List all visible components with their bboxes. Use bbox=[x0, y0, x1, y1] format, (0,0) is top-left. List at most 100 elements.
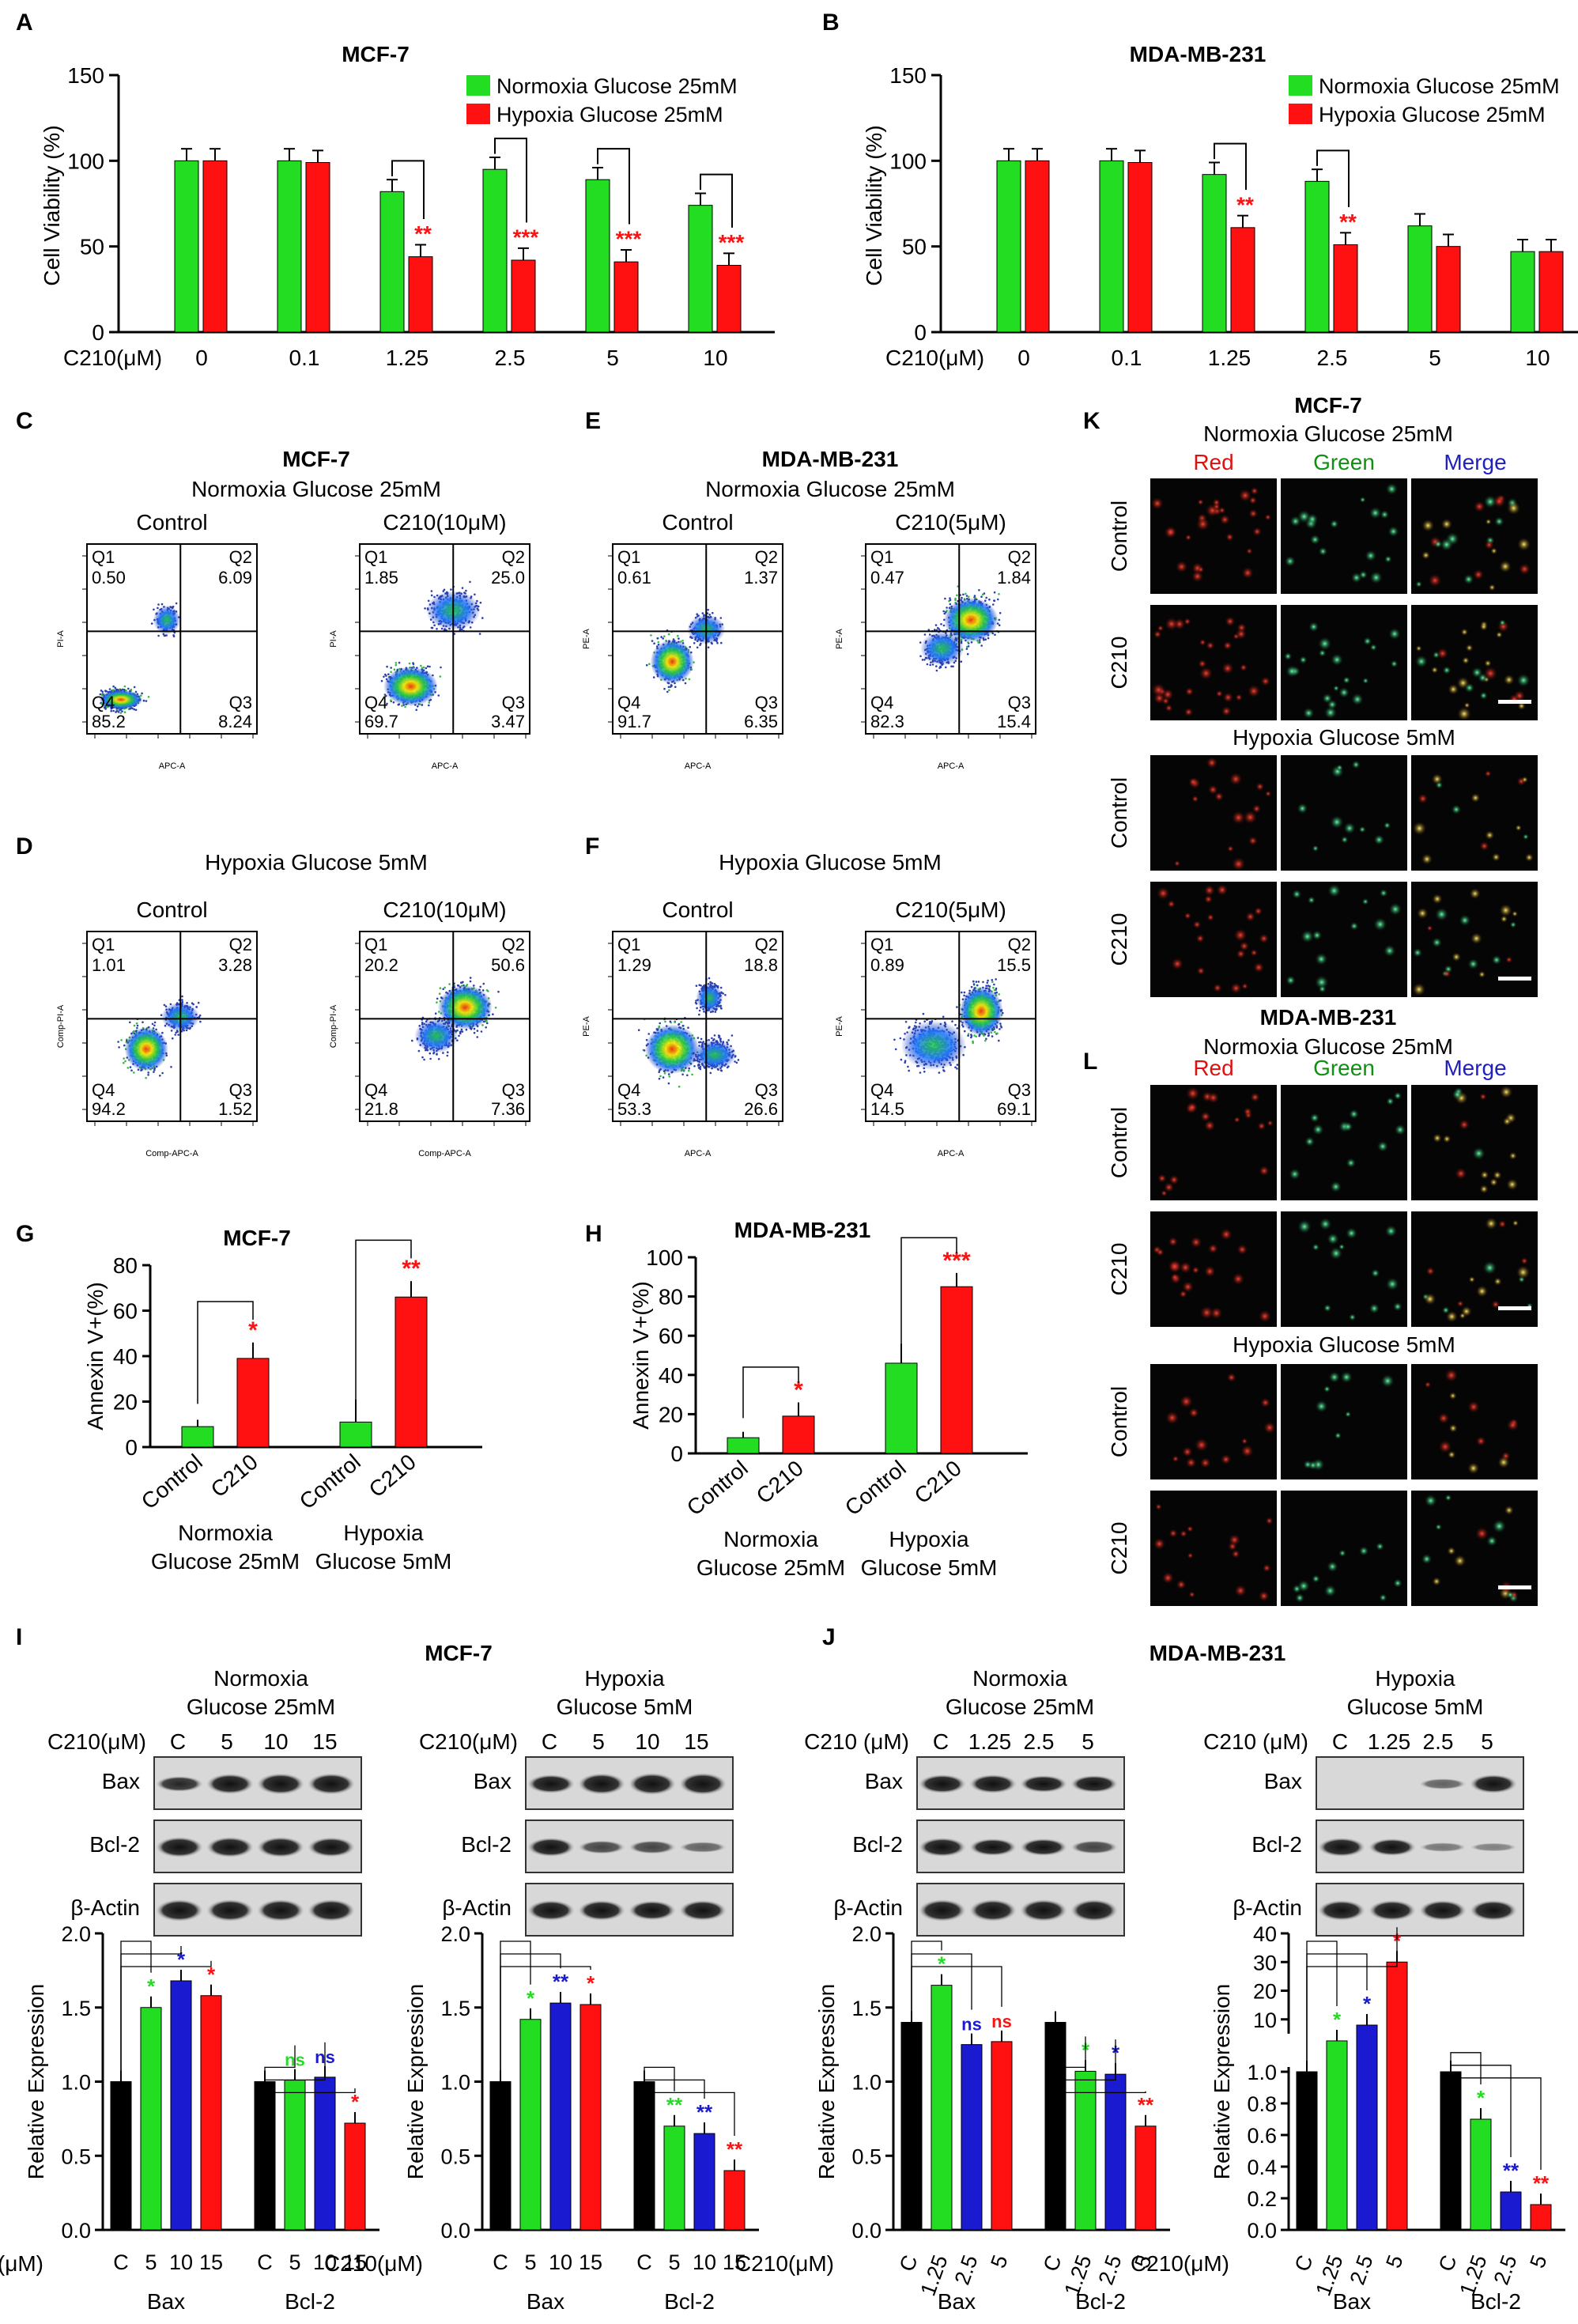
flow-x-axis-label: APC-A bbox=[432, 761, 459, 771]
panel-letter-E: E bbox=[585, 408, 601, 434]
quadrant-label: Q1 bbox=[364, 547, 387, 567]
panel-letter-K: K bbox=[1083, 408, 1100, 434]
flow-event bbox=[127, 1067, 130, 1069]
quadrant-label: Q1 bbox=[870, 547, 893, 567]
flow-event bbox=[181, 996, 183, 998]
flow-y-axis-label: PE-A bbox=[582, 629, 591, 649]
flow-event bbox=[998, 593, 1000, 595]
flow-y-axis-label: Comp-PI-A bbox=[56, 1004, 66, 1048]
flow-event bbox=[927, 663, 929, 666]
flow-x-axis-label: APC-A bbox=[685, 761, 712, 771]
flow-title: Control bbox=[662, 510, 733, 535]
flow-event bbox=[943, 625, 946, 627]
flow-event bbox=[424, 607, 426, 610]
flow-event bbox=[712, 612, 714, 614]
flow-event bbox=[992, 603, 995, 606]
y-tick-label: 100 bbox=[67, 149, 104, 173]
flow-event bbox=[483, 983, 485, 985]
flow-event bbox=[172, 634, 175, 637]
flow-event bbox=[148, 696, 150, 698]
flow-event bbox=[151, 622, 153, 625]
quadrant-label: Q2 bbox=[502, 547, 525, 567]
flow-density bbox=[920, 631, 964, 666]
flow-event bbox=[938, 667, 941, 669]
flow-event bbox=[677, 635, 679, 637]
flow-event bbox=[440, 675, 442, 678]
quadrant-value: 3.28 bbox=[218, 955, 252, 975]
flow-event bbox=[469, 581, 471, 584]
flow-title: Control bbox=[136, 510, 207, 535]
panel-letter-I: I bbox=[16, 1624, 22, 1650]
bar bbox=[277, 161, 301, 332]
flow-event bbox=[436, 998, 439, 1000]
flow-event bbox=[134, 686, 136, 689]
bar bbox=[689, 206, 712, 332]
quadrant-label: Q3 bbox=[229, 693, 252, 712]
flow-event bbox=[112, 686, 115, 688]
y-axis-label: Cell Viability (%) bbox=[862, 125, 886, 285]
x-tick-label: 1.25 bbox=[386, 346, 429, 370]
flow-event bbox=[415, 709, 417, 711]
quadrant-label: Q4 bbox=[92, 693, 115, 712]
flow-event bbox=[470, 626, 472, 629]
bar bbox=[512, 260, 535, 332]
flow-e-condition: Normoxia Glucose 25mM bbox=[705, 477, 955, 501]
panel-letter-F: F bbox=[585, 833, 599, 860]
flow-event bbox=[395, 664, 398, 667]
quadrant-value: 6.35 bbox=[744, 712, 778, 731]
chart-title: MDA-MB-231 bbox=[1130, 42, 1267, 66]
chart-title: MCF-7 bbox=[342, 42, 410, 66]
flow-event bbox=[966, 648, 968, 650]
flow-event bbox=[479, 986, 481, 988]
x-tick-label: 0 bbox=[195, 346, 208, 370]
flow-event bbox=[720, 617, 723, 619]
bar bbox=[1408, 226, 1432, 332]
flow-event bbox=[176, 603, 178, 605]
flow-event bbox=[436, 628, 438, 630]
flow-event bbox=[938, 628, 940, 630]
quadrant-label: Q3 bbox=[1008, 693, 1031, 712]
panel-letter-B: B bbox=[822, 9, 840, 36]
flow-event bbox=[662, 637, 664, 640]
flow-event bbox=[431, 595, 433, 597]
flow-event bbox=[656, 637, 659, 640]
flow-event bbox=[152, 1023, 154, 1026]
flow-event bbox=[145, 700, 148, 702]
quadrant-label: Q3 bbox=[755, 693, 778, 712]
flow-event bbox=[668, 633, 670, 636]
flow-event bbox=[409, 663, 411, 665]
flow-event bbox=[934, 629, 936, 631]
flow-event bbox=[432, 627, 434, 629]
flow-event bbox=[924, 633, 927, 636]
flow-event bbox=[470, 977, 472, 979]
flow-x-axis-label: Comp-APC-A bbox=[145, 1149, 198, 1158]
flow-event bbox=[198, 1002, 200, 1004]
flow-event bbox=[153, 609, 155, 611]
flow-event bbox=[395, 662, 398, 664]
flow-event bbox=[427, 665, 429, 667]
bar bbox=[997, 161, 1021, 332]
legend-swatch bbox=[1289, 75, 1312, 96]
quadrant-value: 15.4 bbox=[997, 712, 1031, 731]
flow-event bbox=[117, 1041, 119, 1043]
flow-density bbox=[153, 605, 180, 634]
flow-event bbox=[157, 635, 160, 637]
flow-event bbox=[465, 590, 467, 592]
bar bbox=[717, 266, 741, 333]
flow-event bbox=[997, 599, 999, 601]
flow-event bbox=[420, 665, 422, 667]
flow-event bbox=[181, 999, 183, 1001]
quadrant-value: 0.47 bbox=[870, 568, 904, 588]
flow-event bbox=[982, 594, 984, 596]
flow-event bbox=[143, 700, 145, 702]
flow-event bbox=[462, 587, 464, 589]
panel-letter-J: J bbox=[822, 1624, 836, 1650]
flow-event bbox=[157, 603, 160, 606]
flow-event bbox=[123, 1062, 125, 1064]
flow-event bbox=[919, 641, 922, 644]
quadrant-label: Q4 bbox=[364, 693, 387, 712]
flow-event bbox=[191, 1002, 194, 1004]
flow-event bbox=[476, 1036, 478, 1038]
